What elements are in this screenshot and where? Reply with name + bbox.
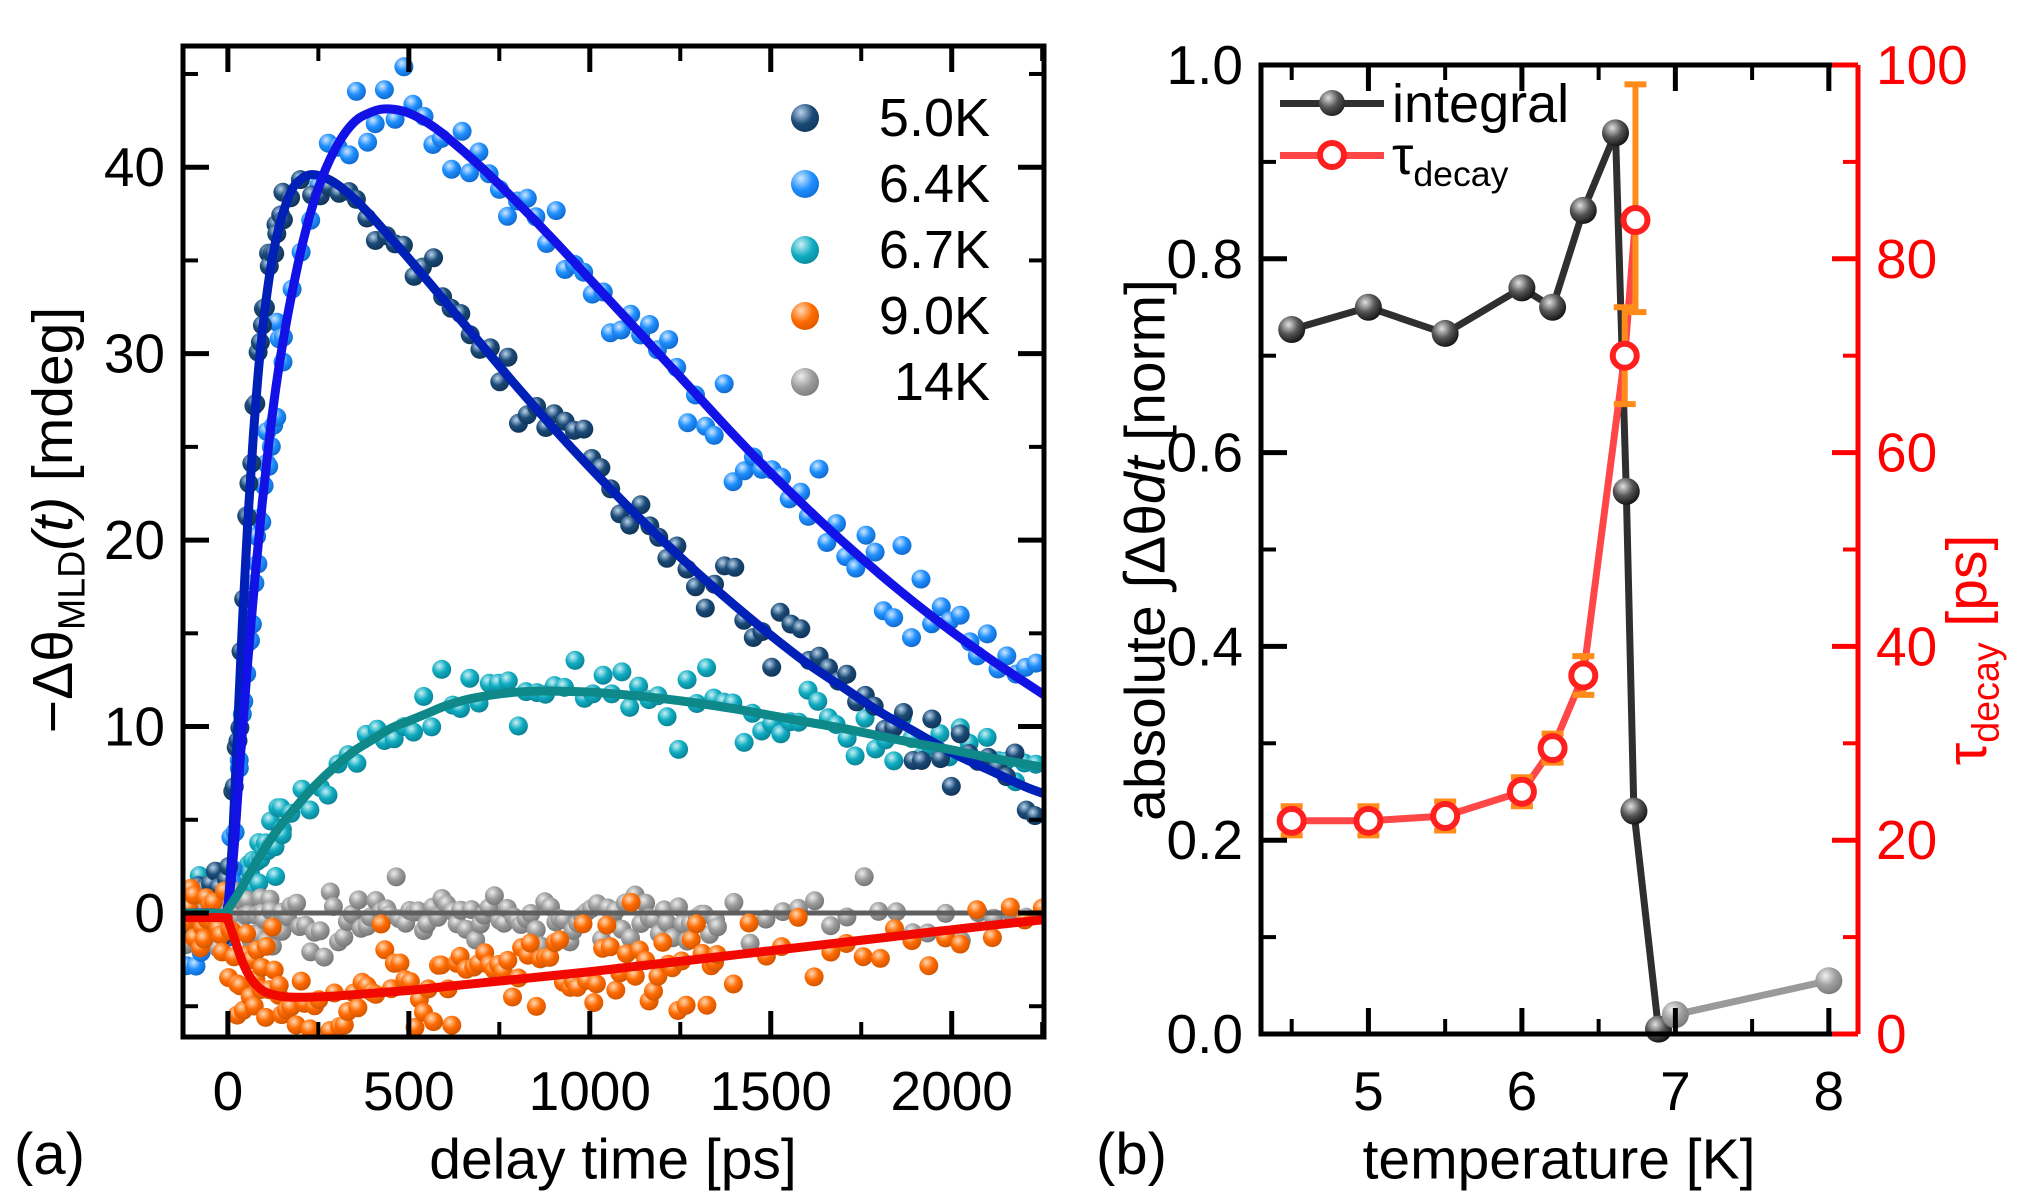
svg-text:0.2: 0.2	[1167, 809, 1243, 871]
svg-text:8: 8	[1814, 1060, 1845, 1122]
panel-a-plot	[183, 57, 1044, 1037]
legend-label: 6.7K	[878, 220, 990, 280]
legend-tau: τ	[1392, 126, 1414, 186]
yaxis-br-tau: τ	[1934, 742, 1999, 766]
svg-text:100: 100	[1876, 34, 1968, 96]
svg-text:0.4: 0.4	[1167, 615, 1243, 677]
sphere-marker-icon	[791, 368, 819, 396]
svg-text:1000: 1000	[529, 1060, 651, 1122]
legend-label: 14K	[893, 352, 990, 412]
yaxis-bl-unit: [norm]	[1113, 279, 1178, 457]
svg-text:40: 40	[1876, 615, 1937, 677]
panel-b-letter: (b)	[1096, 1122, 1167, 1187]
svg-text:20: 20	[104, 509, 165, 571]
svg-text:1500: 1500	[710, 1060, 832, 1122]
legend-label: τdecay	[1392, 129, 1508, 201]
svg-text:0: 0	[213, 1060, 244, 1122]
svg-text:0.8: 0.8	[1167, 228, 1243, 290]
panel-a-axes	[180, 43, 1047, 1040]
svg-text:60: 60	[1876, 422, 1937, 484]
sphere-marker-icon	[791, 170, 819, 198]
legend-label: 6.4K	[878, 154, 990, 214]
legend-label: integral	[1392, 74, 1570, 134]
panel-a-yaxis-title: −ΔθMLD(t) [mdeg]	[21, 307, 93, 733]
sphere-marker-icon	[1319, 90, 1345, 116]
panel-b-xaxis-title: temperature [K]	[1362, 1127, 1756, 1192]
svg-text:0: 0	[1876, 1003, 1907, 1065]
legend-tau-sub: decay	[1413, 153, 1509, 194]
svg-text:0.0: 0.0	[1167, 1003, 1243, 1065]
panel-a-tick-labels: 0 500 1000 1500 2000 0 10 20 30 40	[104, 136, 1013, 1122]
open-circle-marker-icon	[1317, 140, 1347, 170]
sphere-marker-icon	[791, 302, 819, 330]
panel-b-axes	[1258, 62, 1861, 1037]
svg-text:5: 5	[1353, 1060, 1384, 1122]
legend-label: 5.0K	[878, 88, 990, 148]
yaxis-bl-pre: absolute ∫Δθ	[1113, 504, 1178, 821]
svg-text:0.6: 0.6	[1167, 422, 1243, 484]
panel-a-letter: (a)	[14, 1122, 85, 1187]
svg-text:30: 30	[104, 323, 165, 385]
svg-text:10: 10	[104, 696, 165, 758]
panel-b-left-yaxis-title: absolute ∫Δθdt [norm]	[1114, 279, 1178, 821]
yaxis-a-arg: (t)	[20, 496, 85, 551]
yaxis-a-main: −Δθ	[20, 630, 85, 734]
svg-text:0: 0	[134, 882, 165, 944]
svg-text:500: 500	[363, 1060, 455, 1122]
yaxis-br-sub: decay	[1964, 642, 2007, 743]
panel-b-right-yaxis-title: τdecay [ps]	[1935, 535, 2007, 766]
panel-b-plot	[1290, 131, 1830, 1032]
svg-text:2000: 2000	[891, 1060, 1013, 1122]
panel-b-markers	[1276, 119, 1843, 1043]
svg-text:80: 80	[1876, 228, 1937, 290]
svg-text:7: 7	[1660, 1060, 1691, 1122]
yaxis-br-unit: [ps]	[1934, 534, 1999, 643]
svg-text:6: 6	[1507, 1060, 1538, 1122]
yaxis-a-sub: MLD	[50, 550, 93, 631]
sphere-marker-icon	[791, 236, 819, 264]
sphere-marker-icon	[791, 104, 819, 132]
panel-b-tick-labels: 5 6 7 8 0.0 0.2 0.4 0.6 0.8 1.0 0 20 40 60 80 100	[1167, 34, 1968, 1122]
yaxis-bl-dt: dt	[1113, 456, 1178, 505]
svg-text:40: 40	[104, 136, 165, 198]
svg-text:1.0: 1.0	[1167, 34, 1243, 96]
panel-a-xaxis-title: delay time [ps]	[429, 1127, 797, 1192]
yaxis-a-unit: [mdeg]	[20, 306, 85, 497]
legend-label: 9.0K	[878, 286, 990, 346]
svg-text:20: 20	[1876, 809, 1937, 871]
